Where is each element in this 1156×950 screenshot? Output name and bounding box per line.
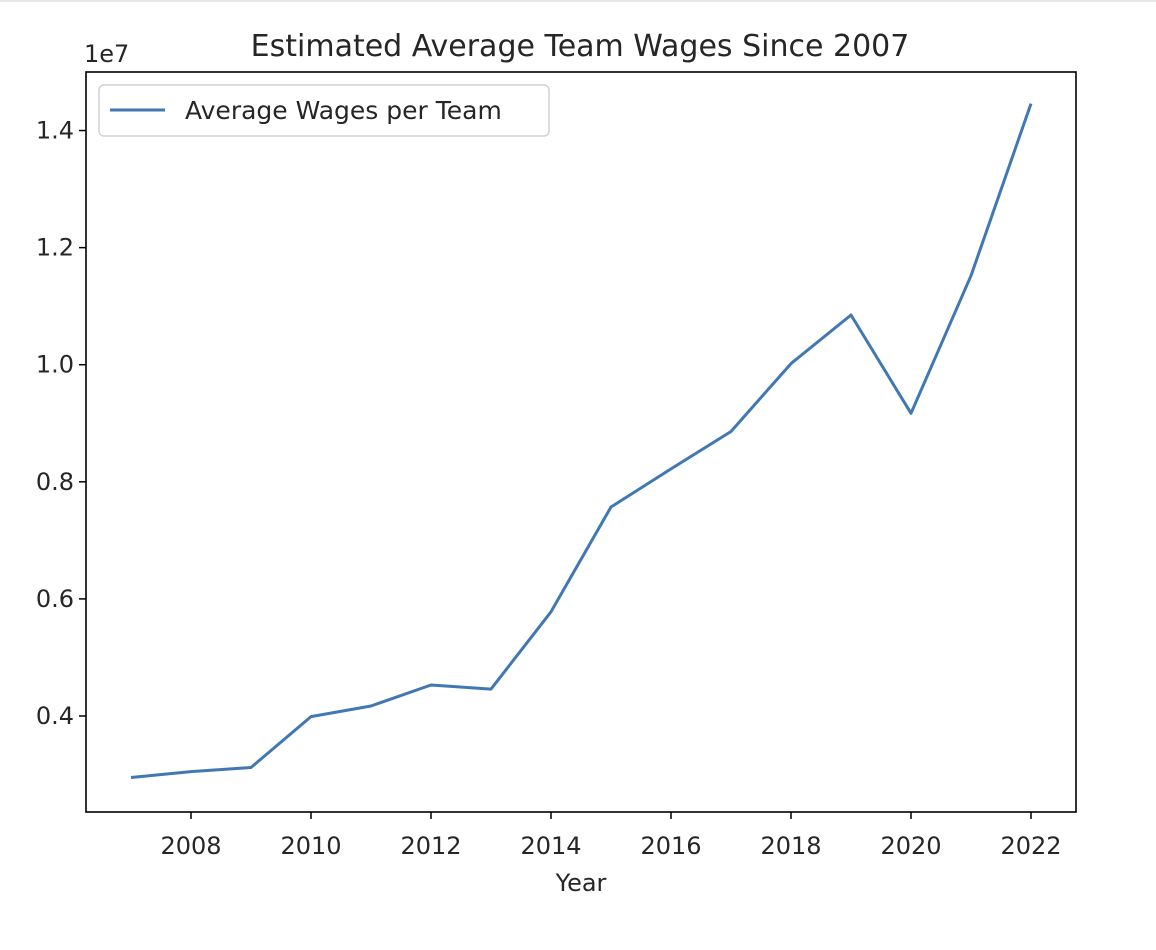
y-axis-ticks: 0.4 0.6 0.8 1.0 1.2 1.4	[36, 117, 86, 730]
x-tick-label: 2022	[1000, 832, 1061, 860]
y-tick-label: 1.0	[36, 351, 74, 379]
y-tick-label: 1.2	[36, 234, 74, 262]
plot-area-frame	[85, 71, 1077, 813]
y-tick-label: 0.6	[36, 585, 74, 613]
x-tick-label: 2016	[640, 832, 701, 860]
x-axis-ticks: 2008 2010 2012 2014 2016 2018 2020 2022	[160, 812, 1062, 860]
y-axis-offset-label: 1e7	[84, 40, 129, 68]
y-tick-label: 1.4	[36, 117, 74, 145]
x-tick-label: 2018	[760, 832, 821, 860]
y-tick-label: 0.8	[36, 468, 74, 496]
legend-entry-label: Average Wages per Team	[185, 96, 502, 125]
legend-box	[98, 84, 550, 137]
y-tick-label: 0.4	[36, 702, 74, 730]
series-line-average-wages	[130, 103, 1033, 779]
x-tick-label: 2012	[400, 832, 461, 860]
x-tick-label: 2014	[520, 832, 581, 860]
window-top-border	[0, 0, 1156, 2]
x-axis-label: Year	[555, 869, 607, 897]
x-tick-label: 2020	[880, 832, 941, 860]
x-tick-label: 2008	[160, 832, 221, 860]
series-layer	[130, 103, 1033, 779]
x-tick-label: 2010	[280, 832, 341, 860]
chart-title: Estimated Average Team Wages Since 2007	[251, 29, 910, 64]
legend: Average Wages per Team	[98, 84, 550, 137]
